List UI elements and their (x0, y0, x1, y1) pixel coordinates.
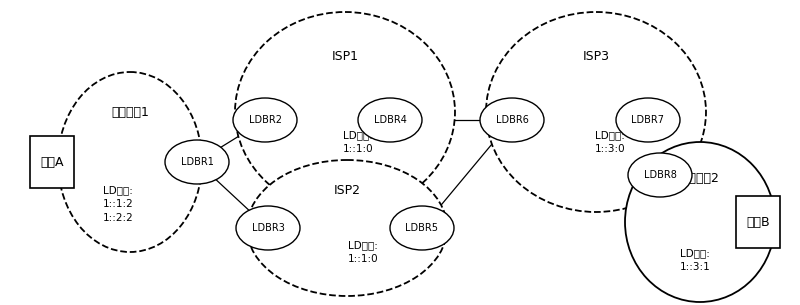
Text: LD标识:
1::3:0: LD标识: 1::3:0 (594, 130, 626, 154)
Ellipse shape (236, 206, 300, 250)
Text: LD标识:
1::1:2
1::2:2: LD标识: 1::1:2 1::2:2 (102, 185, 134, 223)
Ellipse shape (625, 142, 775, 302)
Text: LDBR8: LDBR8 (643, 170, 677, 180)
Text: LDBR6: LDBR6 (495, 115, 529, 125)
Ellipse shape (480, 98, 544, 142)
Ellipse shape (486, 12, 706, 212)
Text: LD标识:
1::1:0: LD标识: 1::1:0 (342, 130, 374, 154)
Ellipse shape (235, 12, 455, 212)
Text: LD标识:
1::1:0: LD标识: 1::1:0 (348, 240, 378, 264)
Text: ISP1: ISP1 (331, 51, 358, 63)
Ellipse shape (616, 98, 680, 142)
Text: 主机B: 主机B (746, 216, 770, 228)
Text: LDBR5: LDBR5 (406, 223, 438, 233)
Ellipse shape (247, 160, 447, 296)
Ellipse shape (58, 72, 202, 252)
Text: LDBR1: LDBR1 (181, 157, 214, 167)
FancyBboxPatch shape (30, 136, 74, 188)
Ellipse shape (233, 98, 297, 142)
Text: ISP3: ISP3 (582, 51, 610, 63)
Ellipse shape (165, 140, 229, 184)
Text: LDBR2: LDBR2 (249, 115, 282, 125)
Text: LDBR3: LDBR3 (251, 223, 285, 233)
Text: LD标识:
1::3:1: LD标识: 1::3:1 (680, 248, 710, 272)
Text: ISP2: ISP2 (334, 184, 361, 197)
Ellipse shape (628, 153, 692, 197)
Text: 主机A: 主机A (40, 156, 64, 168)
Ellipse shape (390, 206, 454, 250)
Text: LDBR4: LDBR4 (374, 115, 406, 125)
Text: 用户网癴1: 用户网癴1 (111, 106, 149, 119)
Text: LDBR7: LDBR7 (631, 115, 665, 125)
Text: 用户网癴2: 用户网癴2 (681, 171, 719, 185)
FancyBboxPatch shape (736, 196, 780, 248)
Ellipse shape (358, 98, 422, 142)
